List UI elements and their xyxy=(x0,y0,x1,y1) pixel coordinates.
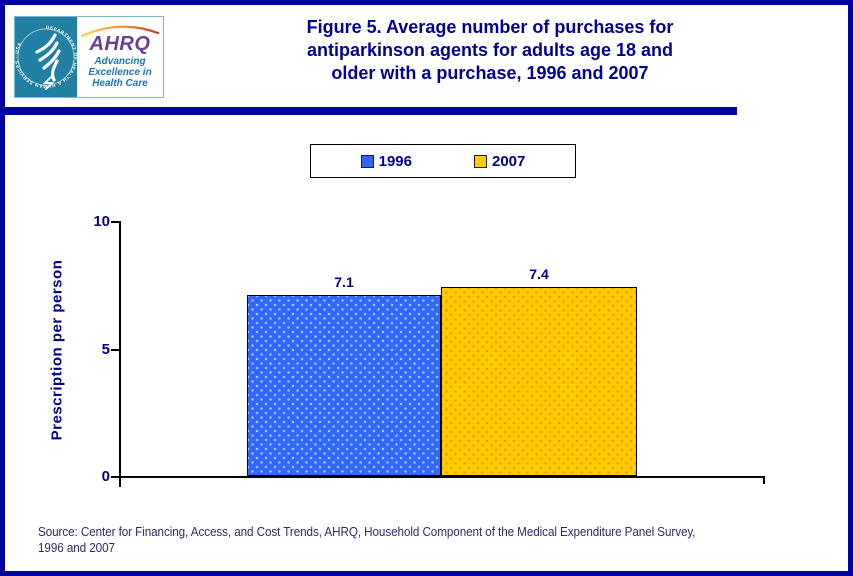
source-line-2: 1996 and 2007 xyxy=(38,540,115,555)
figure-title-line-3: older with a purchase, 1996 and 2007 xyxy=(331,63,649,83)
figure-title-line-2: antiparkinson agents for adults age 18 a… xyxy=(306,40,674,60)
legend-swatch-1996 xyxy=(360,154,374,168)
bar-value-label-2007: 7.4 xyxy=(529,266,549,282)
y-tick-label-5: 5 xyxy=(101,341,110,358)
bar-1996 xyxy=(247,295,441,476)
header-divider-rule xyxy=(5,107,737,115)
figure-title-line-1: Figure 5. Average number of purchases fo… xyxy=(306,17,674,37)
x-axis-end-tick xyxy=(763,476,765,484)
legend-label-1996: 1996 xyxy=(378,152,412,170)
y-tick-10 xyxy=(111,221,119,223)
source-line-1: Source: Center for Financing, Access, an… xyxy=(38,524,696,539)
y-tick-label-0: 0 xyxy=(101,468,110,485)
x-axis-line xyxy=(119,476,765,478)
y-tick-0 xyxy=(111,476,119,478)
tagline-line-3: Health Care xyxy=(92,78,148,89)
ahrq-tagline: Advancing Excellence in Health Care xyxy=(88,56,151,89)
tagline-line-2: Excellence in xyxy=(88,67,152,78)
tagline-line-1: Advancing xyxy=(94,56,146,67)
legend-item-2007: 2007 xyxy=(474,153,525,170)
legend-item-1996: 1996 xyxy=(360,152,412,170)
chart-legend: 1996 2007 xyxy=(310,144,576,178)
ahrq-arc-icon xyxy=(80,25,160,37)
legend-swatch-2007 xyxy=(474,154,487,168)
legend-label-2007: 2007 xyxy=(492,152,526,170)
source-note: Source: Center for Financing, Access, an… xyxy=(38,524,763,556)
y-axis-title: Prescription per person xyxy=(48,259,66,441)
bar-2007 xyxy=(441,287,637,476)
y-tick-label-10: 10 xyxy=(93,213,110,230)
y-axis-line xyxy=(119,221,121,487)
y-tick-5 xyxy=(111,349,119,351)
figure-title: Figure 5. Average number of purchases fo… xyxy=(230,16,750,85)
ahrq-wordmark: AHRQ xyxy=(89,33,151,55)
ahrq-panel: AHRQ Advancing Excellence in Health Care xyxy=(77,17,163,97)
bar-value-label-1996: 7.1 xyxy=(334,274,354,290)
